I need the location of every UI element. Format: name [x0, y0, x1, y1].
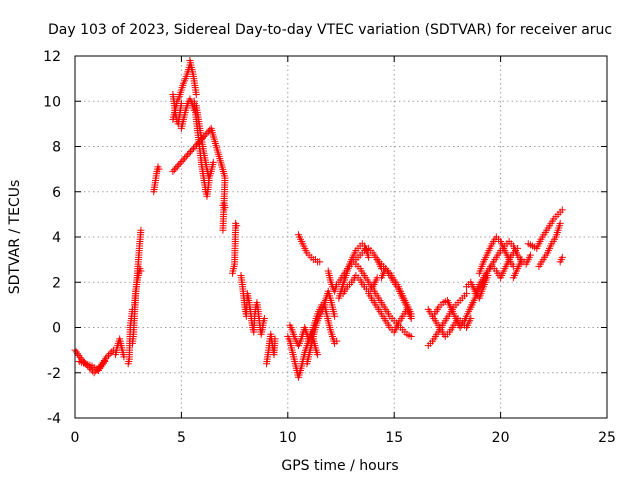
- data-point: [201, 131, 209, 139]
- data-point: [190, 144, 198, 152]
- data-point: [407, 333, 415, 341]
- data-point: [526, 251, 534, 259]
- data-point: [197, 136, 205, 144]
- x-tick-label: 5: [177, 430, 186, 446]
- y-tick-label: 2: [52, 275, 61, 291]
- data-point: [175, 161, 183, 169]
- data-point: [463, 290, 471, 298]
- plot-frame: [74, 55, 608, 419]
- data-point: [209, 158, 217, 166]
- data-point: [316, 258, 324, 266]
- data-point: [185, 149, 193, 157]
- data-point: [188, 146, 196, 154]
- data-point: [72, 348, 80, 356]
- y-tick-label: 12: [43, 49, 61, 65]
- data-point: [105, 351, 113, 359]
- data-point: [219, 226, 227, 234]
- data-point: [260, 314, 268, 322]
- data-point: [155, 165, 163, 173]
- data-point: [484, 271, 492, 279]
- data-point: [184, 151, 192, 159]
- x-tick-label: 15: [385, 430, 403, 446]
- data-point: [192, 90, 200, 98]
- data-point: [172, 164, 180, 172]
- data-point: [203, 129, 211, 137]
- data-point: [191, 143, 199, 151]
- data-point: [169, 167, 177, 175]
- data-point: [198, 134, 206, 142]
- data-point: [195, 138, 203, 146]
- data-point: [192, 141, 200, 149]
- data-point: [103, 353, 111, 361]
- data-point: [333, 337, 341, 345]
- data-point: [204, 128, 212, 136]
- data-point: [76, 353, 84, 361]
- data-point: [331, 312, 339, 320]
- data-point: [101, 357, 109, 365]
- data-point: [176, 159, 184, 167]
- y-tick-label: 0: [52, 321, 61, 337]
- data-point: [94, 366, 102, 374]
- data-point: [181, 154, 189, 162]
- data-point: [514, 244, 522, 252]
- y-tick-label: -2: [47, 366, 61, 382]
- x-tick-label: 0: [71, 430, 80, 446]
- data-point: [108, 348, 116, 356]
- x-axis-label: GPS time / hours: [281, 458, 398, 474]
- data-point: [407, 310, 415, 318]
- data-point: [137, 267, 145, 275]
- data-point: [556, 219, 564, 227]
- data-point: [187, 148, 195, 156]
- x-tick-label: 10: [279, 430, 297, 446]
- data-point: [173, 162, 181, 170]
- y-axis-label: SDTVAR / TECUs: [7, 180, 23, 295]
- y-tick-label: -4: [47, 411, 61, 427]
- data-point: [558, 253, 566, 261]
- data-point: [106, 350, 114, 358]
- data-point: [170, 166, 178, 174]
- data-point: [97, 363, 105, 371]
- tick-labels: 0 5 10 15 20 25 -4 -2 0 2 4 6 8 10 12: [43, 49, 616, 446]
- data-point: [200, 133, 208, 141]
- y-tick-label: 10: [43, 94, 61, 110]
- data-points: [71, 57, 566, 381]
- x-tick-label: 25: [598, 430, 616, 446]
- data-point: [221, 204, 229, 212]
- data-point: [271, 335, 279, 343]
- data-point: [182, 153, 190, 161]
- y-tick-label: 6: [52, 185, 61, 201]
- data-point: [75, 352, 83, 360]
- data-point: [178, 157, 186, 165]
- data-point: [96, 365, 104, 373]
- data-point: [233, 222, 241, 230]
- data-point: [365, 253, 373, 261]
- y-tick-label: 8: [52, 140, 61, 156]
- data-point: [314, 351, 322, 359]
- chart-title: Day 103 of 2023, Sidereal Day-to-day VTE…: [48, 22, 612, 38]
- data-point: [98, 361, 106, 369]
- data-point: [558, 206, 566, 214]
- data-point: [137, 226, 145, 234]
- data-point: [179, 156, 187, 164]
- y-tick-label: 4: [52, 230, 61, 246]
- data-point: [194, 139, 202, 147]
- x-tick-label: 20: [492, 430, 510, 446]
- data-point: [100, 359, 108, 367]
